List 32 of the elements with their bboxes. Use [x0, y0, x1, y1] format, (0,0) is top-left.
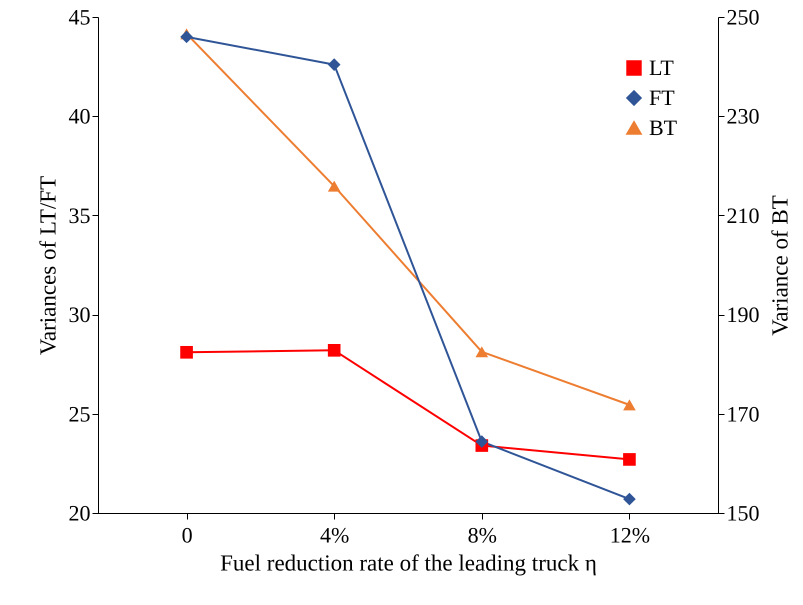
- x-axis-title: Fuel reduction rate of the leading truck η: [220, 550, 597, 576]
- x-tick-label: 0: [182, 522, 193, 548]
- point: [623, 492, 636, 506]
- legend-label: LT: [649, 55, 674, 80]
- y2-tick-label: 150: [726, 500, 760, 526]
- point: [180, 30, 193, 44]
- y-axis-title: Variances of LT/FT: [36, 176, 60, 356]
- y-tick-label: 35: [68, 202, 90, 228]
- y-tick-label: 30: [68, 302, 90, 328]
- y2-axis-title: Variance of BT: [768, 195, 792, 336]
- point: [180, 346, 193, 359]
- point: [475, 346, 488, 358]
- point: [328, 180, 341, 192]
- y-tick-label: 20: [68, 500, 90, 526]
- point: [328, 344, 341, 357]
- x-tick-label: 4%: [320, 522, 350, 548]
- y2-tick-label: 210: [726, 202, 760, 228]
- y-tick-label: 40: [68, 104, 90, 129]
- point: [475, 435, 488, 448]
- point: [623, 453, 636, 466]
- point: [623, 399, 636, 410]
- x-tick-label: 12%: [610, 522, 650, 548]
- y-tick-label: 25: [68, 401, 90, 426]
- y2-tick-label: 250: [726, 4, 760, 30]
- y2-tick-label: 170: [726, 401, 760, 426]
- y2-tick-label: 230: [726, 104, 760, 129]
- legend-label: FT: [649, 85, 676, 110]
- point: [328, 58, 341, 71]
- x-tick-label: 8%: [468, 522, 497, 548]
- legend-label: BT: [649, 115, 678, 140]
- y2-tick-label: 190: [726, 302, 760, 328]
- y-tick-label: 45: [68, 4, 90, 30]
